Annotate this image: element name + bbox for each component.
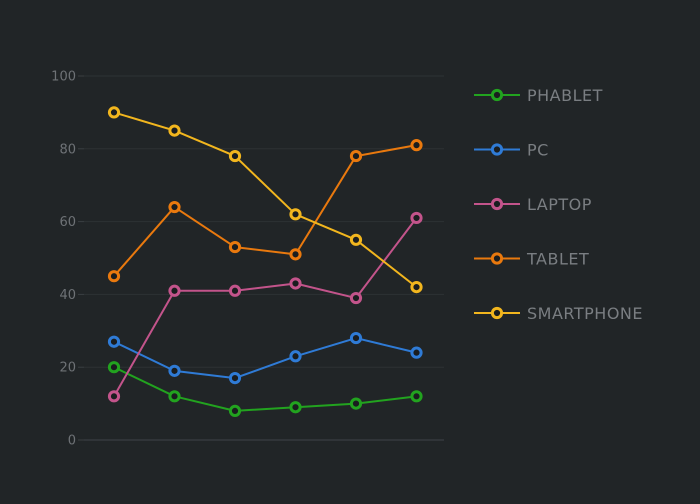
data-point[interactable] bbox=[107, 335, 121, 348]
y-tick-label: 80 bbox=[59, 142, 76, 157]
data-point[interactable] bbox=[228, 284, 242, 297]
data-point[interactable] bbox=[289, 350, 302, 363]
data-point[interactable] bbox=[168, 124, 181, 137]
data-point[interactable] bbox=[289, 208, 302, 221]
legend-label: SMARTPHONE bbox=[527, 304, 643, 323]
data-point[interactable] bbox=[168, 390, 181, 403]
data-point[interactable] bbox=[349, 331, 363, 345]
y-tick-label: 100 bbox=[51, 70, 76, 85]
legend-marker bbox=[490, 306, 504, 320]
legend: PHABLET PC LAPTOP TABLET SMARTPHONE bbox=[474, 86, 643, 323]
data-point[interactable] bbox=[107, 361, 121, 374]
legend-marker bbox=[490, 252, 504, 265]
data-point[interactable] bbox=[410, 346, 423, 359]
legend-marker bbox=[490, 88, 504, 102]
data-point[interactable] bbox=[168, 284, 181, 297]
data-point[interactable] bbox=[289, 401, 302, 414]
grid-layer bbox=[84, 75, 444, 368]
data-point[interactable] bbox=[289, 277, 302, 290]
legend-label: PHABLET bbox=[527, 86, 603, 105]
data-point[interactable] bbox=[168, 200, 181, 214]
data-point[interactable] bbox=[349, 291, 363, 305]
legend-marker bbox=[490, 143, 504, 156]
legend-label: LAPTOP bbox=[527, 195, 592, 214]
legend-item[interactable]: PC bbox=[474, 141, 549, 160]
data-point[interactable] bbox=[349, 149, 363, 163]
data-point[interactable] bbox=[349, 397, 363, 410]
data-point[interactable] bbox=[228, 404, 242, 417]
data-point[interactable] bbox=[228, 372, 242, 385]
data-point[interactable] bbox=[168, 364, 181, 377]
series-pc bbox=[107, 331, 423, 385]
y-tick-label: 20 bbox=[59, 361, 76, 376]
y-axis: 0 20 40 60 80 100 bbox=[51, 70, 444, 449]
data-point[interactable] bbox=[228, 149, 242, 163]
series-tablet bbox=[107, 139, 423, 283]
data-point[interactable] bbox=[410, 139, 423, 152]
data-point[interactable] bbox=[228, 240, 242, 254]
data-point[interactable] bbox=[410, 211, 423, 225]
legend-item[interactable]: TABLET bbox=[474, 250, 589, 269]
series-laptop bbox=[107, 211, 423, 403]
y-tick-label: 60 bbox=[59, 215, 76, 230]
data-point[interactable] bbox=[107, 106, 121, 119]
legend-marker bbox=[490, 197, 504, 211]
series-layer bbox=[107, 106, 423, 417]
series-line bbox=[113, 111, 418, 289]
series-line bbox=[113, 366, 418, 412]
legend-item[interactable]: SMARTPHONE bbox=[474, 304, 643, 323]
legend-label: PC bbox=[527, 141, 549, 160]
series-line bbox=[113, 216, 418, 398]
data-point[interactable] bbox=[107, 270, 121, 283]
data-point[interactable] bbox=[349, 233, 363, 246]
legend-item[interactable]: LAPTOP bbox=[474, 195, 592, 214]
series-line bbox=[113, 144, 418, 278]
data-point[interactable] bbox=[289, 248, 302, 261]
legend-item[interactable]: PHABLET bbox=[474, 86, 603, 105]
data-point[interactable] bbox=[107, 390, 121, 403]
y-tick-label: 0 bbox=[68, 434, 76, 449]
data-point[interactable] bbox=[410, 281, 423, 294]
data-point[interactable] bbox=[410, 390, 423, 403]
y-tick-label: 40 bbox=[59, 288, 76, 303]
series-phablet bbox=[107, 361, 423, 417]
series-line bbox=[113, 337, 418, 380]
series-smartphone bbox=[107, 106, 423, 294]
legend-label: TABLET bbox=[526, 250, 589, 269]
